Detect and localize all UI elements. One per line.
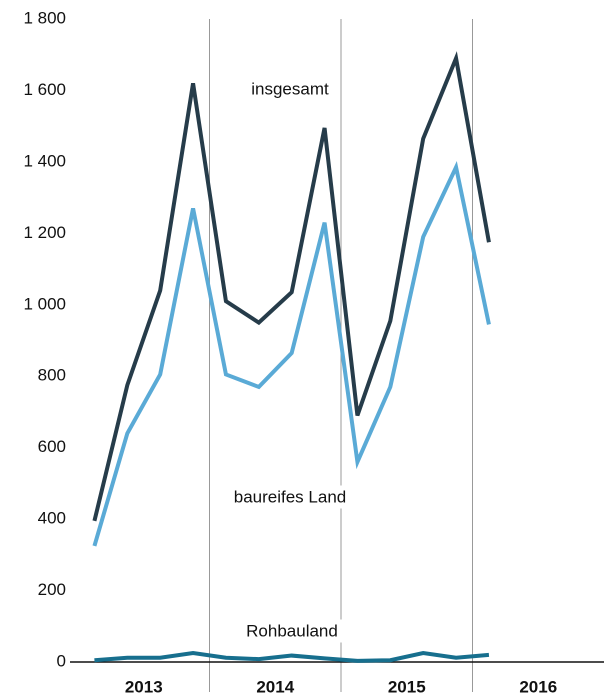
x-tick-label: 2015 [388,677,426,696]
x-tick-label: 2014 [256,677,294,696]
label-background [227,485,353,509]
y-tick-label: 600 [38,437,66,456]
y-tick-label: 1 800 [23,8,66,27]
grid [70,19,604,692]
y-tick-label: 1 400 [23,151,66,170]
x-tick-label: 2013 [125,677,163,696]
series-line [92,51,491,522]
y-tick-label: 400 [38,509,66,528]
y-tick-label: 200 [38,580,66,599]
x-tick-label: 2016 [519,677,557,696]
y-tick-label: 1 200 [23,223,66,242]
series-label: Rohbauland [246,621,338,640]
label-background [240,619,344,643]
series-line [92,161,491,547]
y-tick-label: 800 [38,366,66,385]
y-tick-label: 0 [57,651,66,670]
series-line [94,651,490,663]
labels: insgesamt baureifes Land Rohbauland [227,77,353,643]
y-tick-label: 1 000 [23,294,66,313]
label-background [245,77,336,101]
lines [92,51,491,663]
series-label: insgesamt [251,79,329,98]
series-label: baureifes Land [234,487,346,506]
y-tick-label: 1 600 [23,80,66,99]
